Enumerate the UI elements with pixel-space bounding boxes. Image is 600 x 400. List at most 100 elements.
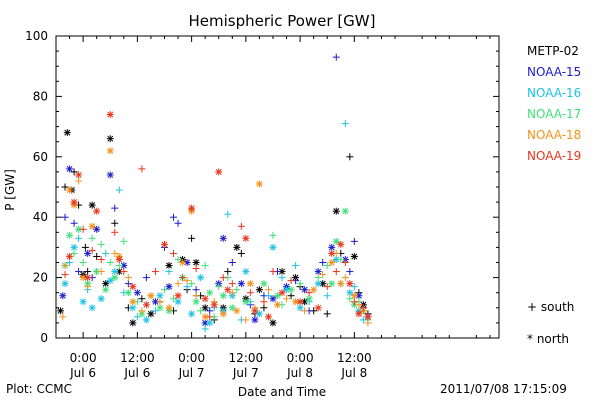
point-north [97,295,105,303]
point-south [111,204,119,212]
point-south [359,304,367,312]
point-north [66,165,74,173]
point-south [296,280,304,288]
chart-title: Hemispheric Power [GW] [189,12,376,30]
point-south [124,280,132,288]
x-tick-label-date: Jul 8 [286,366,313,380]
legend: METP-02 NOAA-15 NOAA-16 NOAA-17 NOAA-18 NOAA-… [527,44,581,163]
point-south [84,268,92,276]
point-north [165,262,173,270]
point-north [142,301,150,309]
x-tick-label-time: 12:00 [337,351,372,365]
point-north [355,310,363,318]
point-north [197,274,205,282]
point-north [66,186,74,194]
point-south [124,274,132,282]
point-north [102,286,110,294]
point-south [59,313,67,321]
x-tick-label-time: 0:00 [178,351,205,365]
series-noaa-16 [61,120,367,333]
point-south [197,307,205,315]
point-north [301,286,309,294]
legend-item-noaa-18: NOAA-18 [527,128,581,142]
point-south [323,283,331,291]
point-north [219,292,227,300]
point-north [341,207,349,215]
point-north [59,292,67,300]
point-south [133,313,141,321]
point-north [264,313,272,321]
point-south [79,225,87,233]
point-north [219,234,227,242]
point-south [224,210,232,218]
point-north [328,243,336,251]
point-south [120,237,128,245]
point-south [111,219,119,227]
point-south [323,292,331,300]
point-north [93,268,101,276]
point-north [129,283,137,291]
point-north [346,289,354,297]
x-tick-label-time: 12:00 [229,351,264,365]
point-south [332,268,340,276]
point-south [283,295,291,303]
point-south [88,246,96,254]
point-north [129,319,137,327]
point-north [278,289,286,297]
point-north [111,274,119,282]
point-north [63,129,71,137]
point-north [206,289,214,297]
point-south [224,268,232,276]
point-north [156,292,164,300]
legend-item-noaa-19: NOAA-19 [527,149,581,163]
point-north [269,295,277,303]
point-north [84,274,92,282]
x-tick-label-time: 0:00 [287,351,314,365]
point-south [138,165,146,173]
point-north [242,268,250,276]
point-north [66,252,74,260]
point-north [160,240,168,248]
plot-credit: Plot: CCMC [6,382,72,396]
point-south [111,249,119,257]
point-south [165,268,173,276]
point-south [319,259,327,266]
data-points [57,53,372,333]
point-south [260,298,268,306]
point-north [201,295,209,303]
point-south [264,292,272,300]
point-south [337,255,345,263]
x-tick-label-date: Jul 8 [340,366,367,380]
x-axis-label: Date and Time [238,385,326,399]
point-south [174,280,182,288]
point-south [341,259,349,266]
point-north [57,307,65,315]
point-north [310,286,318,294]
point-north [328,249,336,257]
point-south [120,268,128,276]
point-south [206,307,214,315]
point-south [192,292,200,300]
point-south [88,234,96,242]
legend-item-noaa-15: NOAA-15 [527,65,581,79]
point-north [188,204,196,212]
point-north [174,292,182,300]
y-axis-label: P [GW] [3,169,17,211]
point-north [269,243,277,251]
point-north [124,289,132,297]
point-south [70,168,78,176]
point-south [97,255,105,263]
point-south [355,301,363,309]
point-south [183,283,191,291]
point-south [61,213,69,221]
x-tick-label-date: Jul 7 [232,366,259,380]
point-north [79,298,87,306]
point-south [350,283,358,291]
point-north [129,298,137,306]
point-south [242,316,250,324]
point-south [156,298,164,306]
point-south [201,325,209,333]
point-north [364,313,372,321]
point-south [138,295,146,303]
point-north [237,280,245,288]
